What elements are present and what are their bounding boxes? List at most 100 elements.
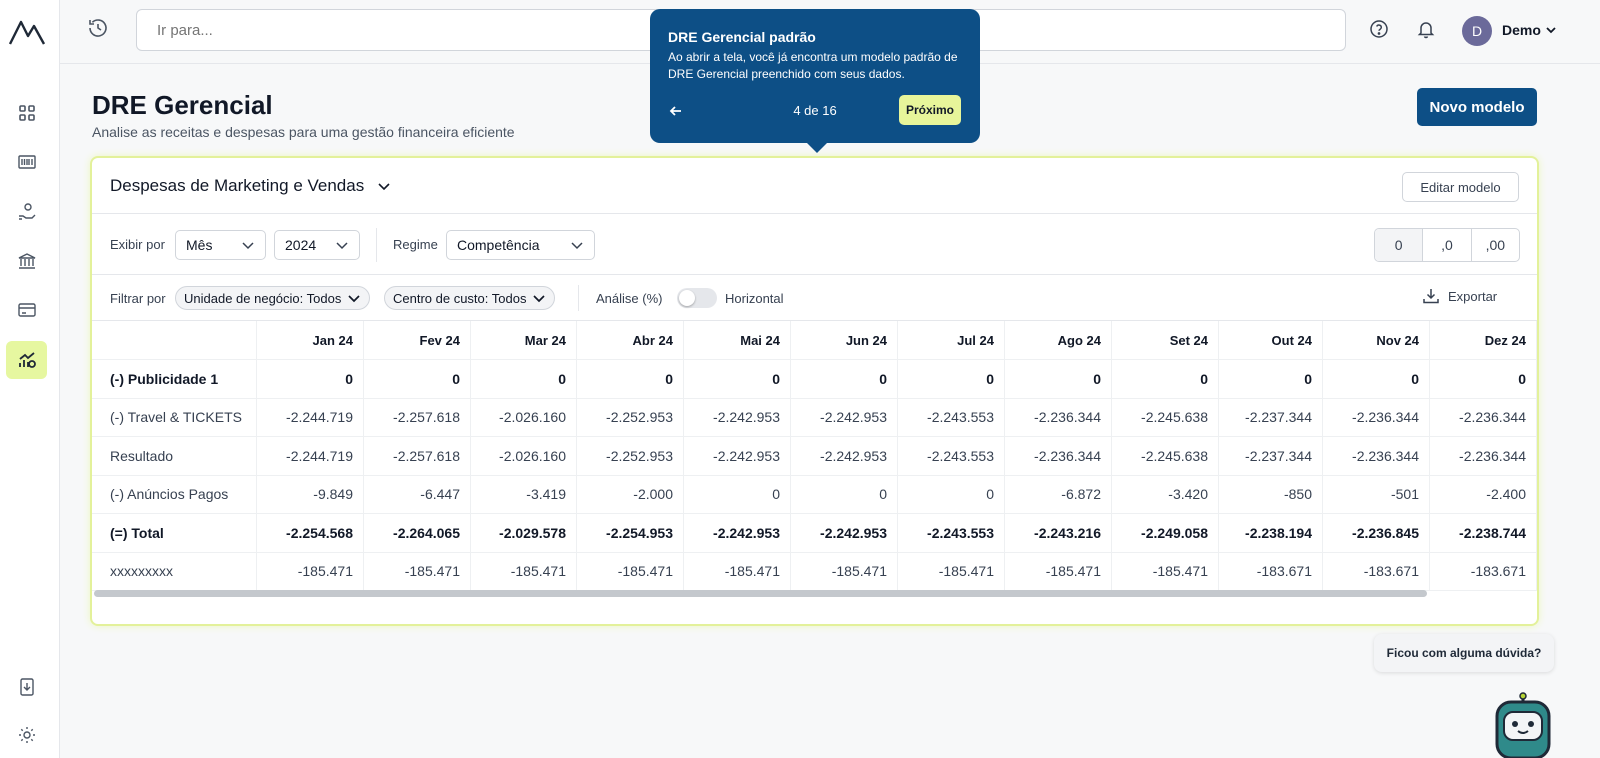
table-cell[interactable]: -2.254.568 [256,513,364,553]
table-cell[interactable]: -3.420 [1111,475,1219,514]
table-cell[interactable]: -2.236.845 [1322,513,1430,553]
user-menu[interactable]: Demo [1502,22,1557,38]
export-button[interactable]: Exportar [1422,287,1497,305]
table-cell[interactable]: -2.236.344 [1429,436,1537,476]
table-cell[interactable]: -2.236.344 [1322,398,1430,437]
table-cell[interactable]: -2.244.719 [256,398,364,437]
table-cell[interactable]: 0 [683,359,791,399]
table-cell[interactable]: -2.242.953 [790,513,898,553]
table-cell[interactable]: -850 [1218,475,1323,514]
table-cell[interactable]: -183.671 [1429,552,1537,591]
history-icon[interactable] [86,16,110,40]
table-row[interactable]: Resultado -2.244.719 -2.257.618 -2.026.160-… [92,436,1537,476]
table-cell[interactable]: 0 [576,359,684,399]
table-cell[interactable]: 0 [1322,359,1430,399]
table-cell[interactable]: -2.254.953 [576,513,684,553]
cost-center-filter[interactable]: Centro de custo: Todos [384,286,556,310]
arrow-left-icon[interactable] [666,101,686,121]
nav-receivables[interactable] [6,193,47,231]
table-cell[interactable]: -2.264.065 [363,513,471,553]
nav-download[interactable] [6,668,47,706]
table-cell[interactable]: -183.671 [1322,552,1430,591]
table-cell[interactable]: 0 [790,359,898,399]
nav-bank[interactable] [6,242,47,280]
nav-cards[interactable] [6,291,47,329]
table-cell[interactable]: -183.671 [1218,552,1323,591]
table-cell[interactable]: 0 [683,475,791,514]
nav-dashboard[interactable] [6,94,47,132]
table-cell[interactable]: -2.029.578 [470,513,577,553]
table-cell[interactable]: -2.242.953 [683,398,791,437]
table-row[interactable]: (-) Anúncios Pagos -9.849 -6.447 -3.419 -2.0… [92,475,1537,514]
decimal-option-0[interactable]: 0 [1375,229,1424,261]
table-cell[interactable]: -2.244.719 [256,436,364,476]
table-cell[interactable]: -2.236.344 [1004,436,1112,476]
table-cell[interactable]: 0 [1004,359,1112,399]
table-cell[interactable]: -185.471 [1004,552,1112,591]
table-cell[interactable]: -185.471 [897,552,1005,591]
table-cell[interactable]: -2.243.553 [897,398,1005,437]
horizontal-analysis-toggle[interactable] [677,288,717,308]
tooltip-next-button[interactable]: Próximo [899,95,961,125]
help-circle-icon[interactable] [1368,18,1390,40]
avatar[interactable]: D [1462,16,1492,46]
table-cell[interactable]: 0 [1218,359,1323,399]
table-cell[interactable]: -185.471 [683,552,791,591]
dre-table-container[interactable]: Jan 24 Fev 24 Mar 24 Abr 24 Mai 24 Jun 24 Jul … [92,321,1537,591]
table-cell[interactable]: 0 [363,359,471,399]
table-cell[interactable]: -2.236.344 [1004,398,1112,437]
table-cell[interactable]: -2.026.160 [470,436,577,476]
table-cell[interactable]: -2.238.744 [1429,513,1537,553]
table-cell[interactable]: -185.471 [1111,552,1219,591]
nav-reports[interactable] [6,341,47,379]
table-cell[interactable]: -2.249.058 [1111,513,1219,553]
table-cell[interactable]: -2.242.953 [790,436,898,476]
table-cell[interactable]: -2.245.638 [1111,436,1219,476]
table-cell[interactable]: -2.245.638 [1111,398,1219,437]
table-cell[interactable]: -501 [1322,475,1430,514]
table-cell[interactable]: -6.447 [363,475,471,514]
new-model-button[interactable]: Novo modelo [1417,88,1537,126]
table-cell[interactable]: -6.872 [1004,475,1112,514]
table-cell[interactable]: -2.242.953 [790,398,898,437]
year-select[interactable]: 2024 [274,230,360,260]
table-cell[interactable]: -2.026.160 [470,398,577,437]
table-row[interactable]: (=) Total -2.254.568 -2.264.065 -2.029.578-… [92,513,1537,553]
chatbot-robot-icon[interactable] [1491,692,1555,758]
table-cell[interactable]: -185.471 [363,552,471,591]
table-cell[interactable]: -2.257.618 [363,398,471,437]
table-cell[interactable]: -2.237.344 [1218,436,1323,476]
table-cell[interactable]: -2.238.194 [1218,513,1323,553]
edit-model-button[interactable]: Editar modelo [1402,172,1519,202]
decimal-option-1[interactable]: ,0 [1423,229,1472,261]
business-unit-filter[interactable]: Unidade de negócio: Todos [175,286,371,310]
horizontal-scrollbar[interactable] [94,590,1427,597]
table-cell[interactable]: 0 [470,359,577,399]
period-select[interactable]: Mês [175,230,266,260]
table-cell[interactable]: -2.252.953 [576,398,684,437]
table-cell[interactable]: 0 [256,359,364,399]
table-cell[interactable]: -2.243.553 [897,436,1005,476]
table-row[interactable]: xxxxxxxxx -185.471 -185.471 -185.471 -185.47… [92,552,1537,591]
nav-settings[interactable] [6,716,47,754]
table-cell[interactable]: -185.471 [576,552,684,591]
model-selector[interactable]: Despesas de Marketing e Vendas [110,176,392,196]
table-cell[interactable]: -2.400 [1429,475,1537,514]
table-row[interactable]: (-) Travel & TICKETS -2.244.719 -2.257.618… [92,398,1537,437]
decimal-option-2[interactable]: ,00 [1485,237,1506,253]
table-cell[interactable]: -3.419 [470,475,577,514]
nav-barcode[interactable] [6,143,47,181]
table-cell[interactable]: 0 [897,475,1005,514]
regime-select[interactable]: Competência [446,230,595,260]
table-cell[interactable]: 0 [1111,359,1219,399]
table-cell[interactable]: -2.242.953 [683,436,791,476]
logo-icon[interactable] [8,16,46,48]
help-bubble[interactable]: Ficou com alguma dúvida? [1374,634,1554,672]
table-cell[interactable]: -2.236.344 [1322,436,1430,476]
table-cell[interactable]: -2.257.618 [363,436,471,476]
table-cell[interactable]: -2.243.216 [1004,513,1112,553]
bell-icon[interactable] [1415,18,1437,40]
table-cell[interactable]: -185.471 [256,552,364,591]
table-cell[interactable]: -2.243.553 [897,513,1005,553]
